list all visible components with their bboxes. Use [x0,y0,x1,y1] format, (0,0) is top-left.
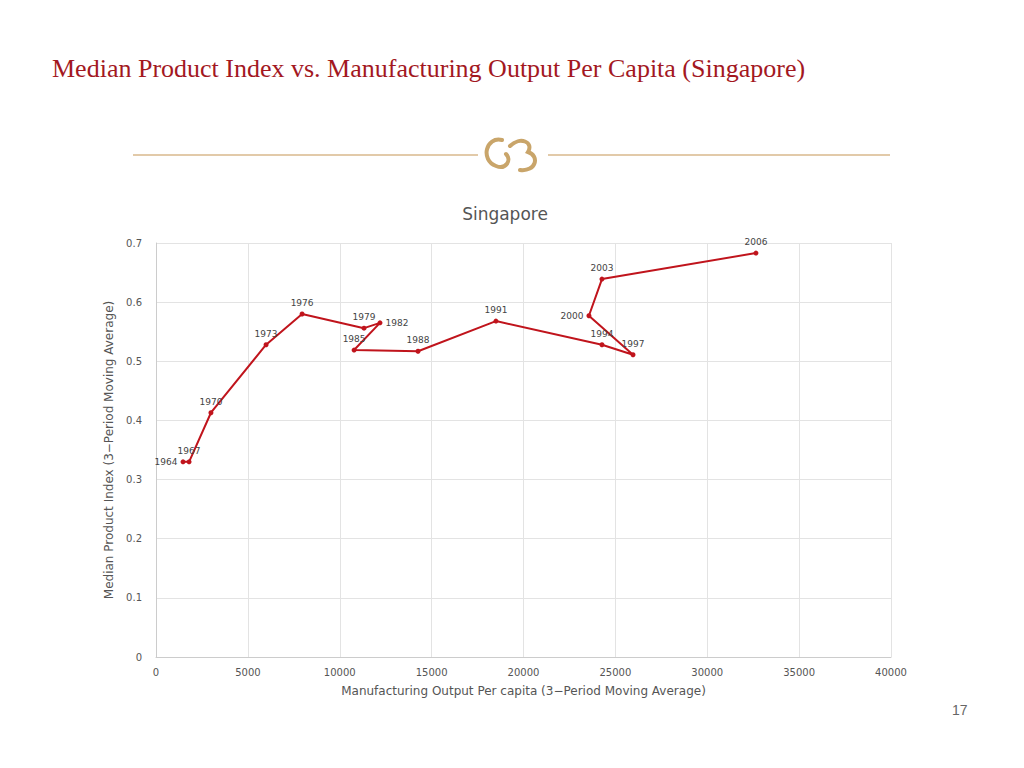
svg-text:1991: 1991 [484,305,507,315]
svg-text:0: 0 [153,667,159,678]
html-text:Median Product Index vs. Manuf: Median Product Index vs. Manufacturing O… [52,54,806,83]
svg-text:Median Product Index (3−Period: Median Product Index (3−Period Moving Av… [102,301,116,599]
svg-text:1985: 1985 [343,334,366,344]
svg-text:1964: 1964 [155,457,178,467]
svg-text:Manufacturing Output Per capit: Manufacturing Output Per capita (3−Perio… [341,684,706,698]
svg-text:0: 0 [136,652,142,663]
svg-text:2003: 2003 [591,263,614,273]
svg-text:1970: 1970 [199,397,222,407]
svg-text:25000: 25000 [599,667,631,678]
svg-text:20000: 20000 [508,667,540,678]
svg-text:1979: 1979 [353,312,376,322]
svg-text:1988: 1988 [407,335,430,345]
svg-text:10000: 10000 [324,667,356,678]
svg-text:15000: 15000 [416,667,448,678]
svg-text:0.1: 0.1 [126,592,142,603]
html-text:17: 17 [952,702,968,718]
svg-text:1994: 1994 [591,329,614,339]
svg-text:1973: 1973 [255,329,278,339]
svg-text:0.5: 0.5 [126,356,142,367]
svg-text:0.7: 0.7 [126,238,142,249]
svg-text:1976: 1976 [291,298,314,308]
svg-text:2006: 2006 [744,237,767,247]
svg-text:30000: 30000 [691,667,723,678]
svg-text:0.3: 0.3 [126,474,142,485]
svg-text:40000: 40000 [875,667,907,678]
svg-text:2000: 2000 [561,311,584,321]
svg-text:0.6: 0.6 [126,297,142,308]
svg-text:0.4: 0.4 [126,415,142,426]
svg-text:5000: 5000 [235,667,260,678]
svg-text:1997: 1997 [622,339,645,349]
svg-text:Singapore: Singapore [462,204,548,224]
svg-text:1982: 1982 [385,318,408,328]
svg-text:35000: 35000 [783,667,815,678]
svg-text:0.2: 0.2 [126,533,142,544]
svg-text:1967: 1967 [178,446,201,456]
